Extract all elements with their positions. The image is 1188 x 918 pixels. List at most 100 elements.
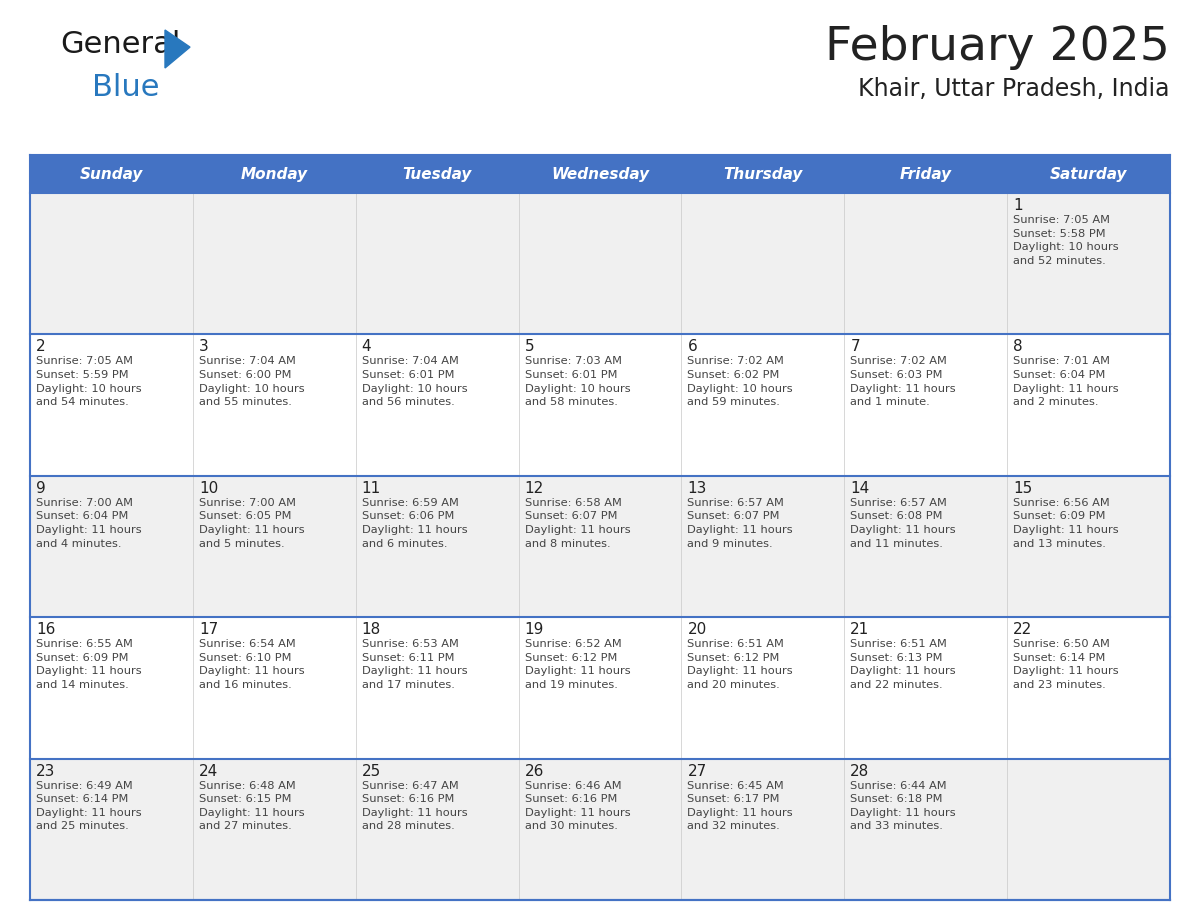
Text: Sunrise: 7:01 AM
Sunset: 6:04 PM
Daylight: 11 hours
and 2 minutes.: Sunrise: 7:01 AM Sunset: 6:04 PM Dayligh… <box>1013 356 1119 408</box>
Text: 22: 22 <box>1013 622 1032 637</box>
Text: Sunrise: 6:47 AM
Sunset: 6:16 PM
Daylight: 11 hours
and 28 minutes.: Sunrise: 6:47 AM Sunset: 6:16 PM Dayligh… <box>361 780 467 832</box>
Text: Sunday: Sunday <box>80 166 143 182</box>
Text: Sunrise: 6:55 AM
Sunset: 6:09 PM
Daylight: 11 hours
and 14 minutes.: Sunrise: 6:55 AM Sunset: 6:09 PM Dayligh… <box>36 639 141 690</box>
Bar <box>1007 334 1170 476</box>
Text: Sunrise: 7:05 AM
Sunset: 5:59 PM
Daylight: 10 hours
and 54 minutes.: Sunrise: 7:05 AM Sunset: 5:59 PM Dayligh… <box>36 356 141 408</box>
Bar <box>519 476 682 617</box>
Text: 21: 21 <box>851 622 870 637</box>
Text: Monday: Monday <box>241 166 308 182</box>
Text: Friday: Friday <box>899 166 952 182</box>
Bar <box>30 193 192 334</box>
Bar <box>355 476 519 617</box>
Bar <box>845 334 1007 476</box>
Text: Thursday: Thursday <box>723 166 803 182</box>
Text: Wednesday: Wednesday <box>551 166 649 182</box>
Text: 7: 7 <box>851 340 860 354</box>
Bar <box>519 334 682 476</box>
Bar <box>192 758 355 900</box>
Text: Sunrise: 6:46 AM
Sunset: 6:16 PM
Daylight: 11 hours
and 30 minutes.: Sunrise: 6:46 AM Sunset: 6:16 PM Dayligh… <box>525 780 630 832</box>
Bar <box>1007 155 1170 193</box>
Text: Sunrise: 6:53 AM
Sunset: 6:11 PM
Daylight: 11 hours
and 17 minutes.: Sunrise: 6:53 AM Sunset: 6:11 PM Dayligh… <box>361 639 467 690</box>
Text: 9: 9 <box>36 481 46 496</box>
Text: Sunrise: 7:04 AM
Sunset: 6:01 PM
Daylight: 10 hours
and 56 minutes.: Sunrise: 7:04 AM Sunset: 6:01 PM Dayligh… <box>361 356 467 408</box>
Polygon shape <box>165 30 190 68</box>
Bar <box>1007 617 1170 758</box>
Bar <box>519 617 682 758</box>
Text: Sunrise: 7:02 AM
Sunset: 6:02 PM
Daylight: 10 hours
and 59 minutes.: Sunrise: 7:02 AM Sunset: 6:02 PM Dayligh… <box>688 356 794 408</box>
Bar <box>192 476 355 617</box>
Bar <box>845 617 1007 758</box>
Bar <box>845 476 1007 617</box>
Bar <box>845 155 1007 193</box>
Text: Sunrise: 7:02 AM
Sunset: 6:03 PM
Daylight: 11 hours
and 1 minute.: Sunrise: 7:02 AM Sunset: 6:03 PM Dayligh… <box>851 356 956 408</box>
Text: Sunrise: 6:48 AM
Sunset: 6:15 PM
Daylight: 11 hours
and 27 minutes.: Sunrise: 6:48 AM Sunset: 6:15 PM Dayligh… <box>198 780 304 832</box>
Text: 20: 20 <box>688 622 707 637</box>
Text: Sunrise: 7:00 AM
Sunset: 6:04 PM
Daylight: 11 hours
and 4 minutes.: Sunrise: 7:00 AM Sunset: 6:04 PM Dayligh… <box>36 498 141 549</box>
Bar <box>192 334 355 476</box>
Text: Khair, Uttar Pradesh, India: Khair, Uttar Pradesh, India <box>859 77 1170 101</box>
Bar <box>682 193 845 334</box>
Bar <box>519 193 682 334</box>
Text: Sunrise: 6:49 AM
Sunset: 6:14 PM
Daylight: 11 hours
and 25 minutes.: Sunrise: 6:49 AM Sunset: 6:14 PM Dayligh… <box>36 780 141 832</box>
Text: 26: 26 <box>525 764 544 778</box>
Text: 11: 11 <box>361 481 381 496</box>
Bar <box>682 758 845 900</box>
Text: Sunrise: 6:45 AM
Sunset: 6:17 PM
Daylight: 11 hours
and 32 minutes.: Sunrise: 6:45 AM Sunset: 6:17 PM Dayligh… <box>688 780 794 832</box>
Text: Sunrise: 6:52 AM
Sunset: 6:12 PM
Daylight: 11 hours
and 19 minutes.: Sunrise: 6:52 AM Sunset: 6:12 PM Dayligh… <box>525 639 630 690</box>
Bar <box>1007 476 1170 617</box>
Text: Sunrise: 6:57 AM
Sunset: 6:07 PM
Daylight: 11 hours
and 9 minutes.: Sunrise: 6:57 AM Sunset: 6:07 PM Dayligh… <box>688 498 794 549</box>
Text: Sunrise: 6:51 AM
Sunset: 6:13 PM
Daylight: 11 hours
and 22 minutes.: Sunrise: 6:51 AM Sunset: 6:13 PM Dayligh… <box>851 639 956 690</box>
Text: Sunrise: 7:03 AM
Sunset: 6:01 PM
Daylight: 10 hours
and 58 minutes.: Sunrise: 7:03 AM Sunset: 6:01 PM Dayligh… <box>525 356 630 408</box>
Text: 2: 2 <box>36 340 45 354</box>
Text: Sunrise: 6:58 AM
Sunset: 6:07 PM
Daylight: 11 hours
and 8 minutes.: Sunrise: 6:58 AM Sunset: 6:07 PM Dayligh… <box>525 498 630 549</box>
Text: Sunrise: 7:00 AM
Sunset: 6:05 PM
Daylight: 11 hours
and 5 minutes.: Sunrise: 7:00 AM Sunset: 6:05 PM Dayligh… <box>198 498 304 549</box>
Bar <box>1007 193 1170 334</box>
Text: 6: 6 <box>688 340 697 354</box>
Text: Sunrise: 6:54 AM
Sunset: 6:10 PM
Daylight: 11 hours
and 16 minutes.: Sunrise: 6:54 AM Sunset: 6:10 PM Dayligh… <box>198 639 304 690</box>
Text: 17: 17 <box>198 622 219 637</box>
Text: Sunrise: 6:57 AM
Sunset: 6:08 PM
Daylight: 11 hours
and 11 minutes.: Sunrise: 6:57 AM Sunset: 6:08 PM Dayligh… <box>851 498 956 549</box>
Bar <box>682 617 845 758</box>
Bar <box>30 476 192 617</box>
Text: Sunrise: 6:56 AM
Sunset: 6:09 PM
Daylight: 11 hours
and 13 minutes.: Sunrise: 6:56 AM Sunset: 6:09 PM Dayligh… <box>1013 498 1119 549</box>
Text: General: General <box>61 30 181 59</box>
Text: 4: 4 <box>361 340 372 354</box>
Bar <box>30 155 192 193</box>
Text: Saturday: Saturday <box>1050 166 1127 182</box>
Bar <box>30 617 192 758</box>
Bar <box>682 334 845 476</box>
Text: February 2025: February 2025 <box>826 25 1170 70</box>
Text: Sunrise: 6:51 AM
Sunset: 6:12 PM
Daylight: 11 hours
and 20 minutes.: Sunrise: 6:51 AM Sunset: 6:12 PM Dayligh… <box>688 639 794 690</box>
Text: 25: 25 <box>361 764 381 778</box>
Bar <box>192 155 355 193</box>
Text: 5: 5 <box>525 340 535 354</box>
Bar <box>30 334 192 476</box>
Text: 8: 8 <box>1013 340 1023 354</box>
Text: 18: 18 <box>361 622 381 637</box>
Bar <box>192 193 355 334</box>
Bar <box>30 758 192 900</box>
Bar <box>845 758 1007 900</box>
Text: Sunrise: 6:44 AM
Sunset: 6:18 PM
Daylight: 11 hours
and 33 minutes.: Sunrise: 6:44 AM Sunset: 6:18 PM Dayligh… <box>851 780 956 832</box>
Text: 16: 16 <box>36 622 56 637</box>
Text: 3: 3 <box>198 340 209 354</box>
Bar <box>519 155 682 193</box>
Bar <box>682 476 845 617</box>
Text: Sunrise: 6:50 AM
Sunset: 6:14 PM
Daylight: 11 hours
and 23 minutes.: Sunrise: 6:50 AM Sunset: 6:14 PM Dayligh… <box>1013 639 1119 690</box>
Text: 14: 14 <box>851 481 870 496</box>
Bar <box>1007 758 1170 900</box>
Text: 12: 12 <box>525 481 544 496</box>
Bar <box>355 155 519 193</box>
Text: 10: 10 <box>198 481 219 496</box>
Text: Sunrise: 7:04 AM
Sunset: 6:00 PM
Daylight: 10 hours
and 55 minutes.: Sunrise: 7:04 AM Sunset: 6:00 PM Dayligh… <box>198 356 304 408</box>
Text: 15: 15 <box>1013 481 1032 496</box>
Text: Tuesday: Tuesday <box>403 166 472 182</box>
Bar <box>682 155 845 193</box>
Bar <box>355 617 519 758</box>
Text: 13: 13 <box>688 481 707 496</box>
Bar <box>192 617 355 758</box>
Text: 28: 28 <box>851 764 870 778</box>
Bar <box>355 334 519 476</box>
Text: 1: 1 <box>1013 198 1023 213</box>
Text: 24: 24 <box>198 764 219 778</box>
